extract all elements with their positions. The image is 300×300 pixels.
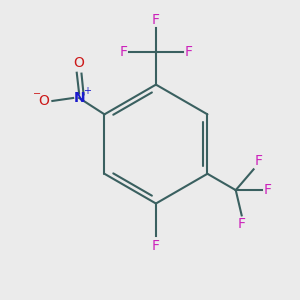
Text: O: O: [74, 56, 85, 70]
Text: +: +: [82, 86, 91, 96]
Text: O: O: [38, 94, 50, 108]
Text: F: F: [255, 154, 263, 168]
Text: F: F: [120, 45, 128, 59]
Text: F: F: [238, 217, 246, 231]
Text: −: −: [33, 89, 42, 99]
Text: F: F: [152, 13, 160, 27]
Text: F: F: [152, 239, 160, 253]
Text: F: F: [264, 183, 272, 197]
Text: F: F: [184, 45, 192, 59]
Text: N: N: [73, 91, 85, 105]
